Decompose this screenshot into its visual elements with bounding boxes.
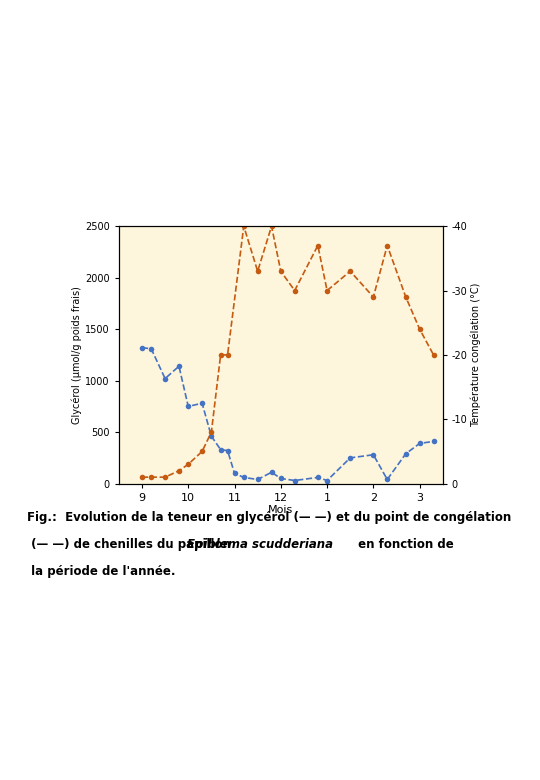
- Text: en fonction de: en fonction de: [354, 538, 454, 551]
- Y-axis label: Glycérol (µmol/g poids frais): Glycérol (µmol/g poids frais): [72, 286, 82, 424]
- Text: Epiblema scudderiana: Epiblema scudderiana: [187, 538, 333, 551]
- Y-axis label: Température congélation (°C): Température congélation (°C): [470, 282, 481, 427]
- Text: (— —) de chenilles du papillon: (— —) de chenilles du papillon: [27, 538, 235, 551]
- X-axis label: Mois: Mois: [268, 505, 293, 516]
- Text: Fig.:  Evolution de la teneur en glycérol (— —) et du point de congélation: Fig.: Evolution de la teneur en glycérol…: [27, 511, 511, 524]
- Text: la période de l'année.: la période de l'année.: [27, 566, 176, 579]
